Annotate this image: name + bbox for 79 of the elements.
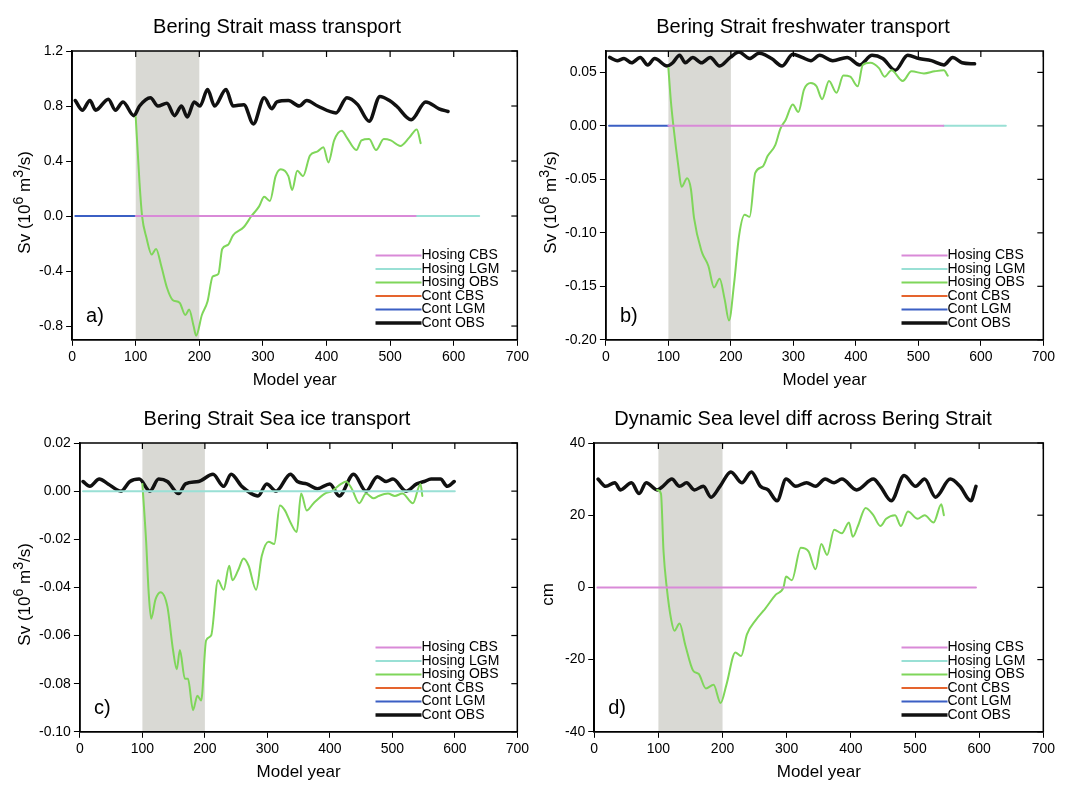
x-tick-label: 0	[76, 740, 85, 757]
x-tick-label: 600	[967, 740, 992, 757]
x-tick-label: 500	[380, 740, 405, 757]
x-tick-label: 300	[255, 740, 280, 757]
y-tick-label: 0.8	[43, 96, 64, 113]
line-series	[667, 61, 949, 322]
legend-label: Hosing CBS	[421, 638, 498, 655]
y-tick-label: 0.4	[43, 151, 64, 168]
y-tick-label: 0.00	[569, 116, 598, 133]
legend-label: Hosing CBS	[947, 246, 1024, 263]
x-axis-title: Model year	[776, 762, 862, 782]
x-tick-label: 100	[656, 348, 681, 365]
y-tick-label: -0.10	[38, 722, 72, 739]
chart-title: Bering Strait freshwater transport	[656, 14, 951, 37]
annotation: c)	[93, 695, 111, 718]
y-tick-label: -0.08	[38, 674, 72, 691]
y-tick-label: -0.04	[38, 578, 72, 595]
x-tick-label: 200	[710, 740, 735, 757]
y-tick-label: 0.05	[569, 63, 598, 80]
x-tick-label: 700	[505, 348, 530, 365]
x-axis-title: Model year	[782, 370, 867, 390]
x-tick-label: 700	[1031, 348, 1056, 365]
y-tick-label: -0.4	[39, 261, 64, 278]
annotation: d)	[608, 695, 627, 718]
y-tick-label: -40	[565, 722, 586, 739]
y-tick-label: 0.0	[43, 206, 64, 223]
x-tick-label: 200	[719, 348, 743, 365]
y-tick-label: 0.02	[43, 433, 72, 450]
x-tick-label: 300	[251, 348, 275, 365]
y-tick-label: -20	[565, 650, 586, 667]
annotation: a)	[86, 303, 104, 326]
y-tick-label: -0.05	[564, 170, 598, 187]
x-tick-label: 300	[781, 348, 806, 365]
y-tick-label: -0.8	[39, 316, 64, 333]
chart-title: Bering Strait mass transport	[153, 14, 402, 37]
x-tick-label: 400	[839, 740, 863, 757]
x-tick-label: 500	[903, 740, 927, 757]
y-tick-label: -0.02	[38, 530, 72, 547]
y-tick-label: -0.20	[564, 330, 598, 347]
legend-label: Hosing CBS	[947, 638, 1024, 655]
x-tick-label: 200	[193, 740, 217, 757]
x-tick-label: 400	[844, 348, 868, 365]
x-tick-label: 100	[124, 348, 148, 365]
y-tick-label: 1.2	[43, 41, 64, 58]
line-series	[81, 472, 456, 498]
x-tick-label: 500	[906, 348, 931, 365]
line-series	[607, 51, 977, 72]
x-tick-label: 700	[1031, 740, 1056, 757]
line-series	[596, 470, 978, 503]
chart-title: Bering Strait Sea ice transport	[143, 406, 411, 429]
x-tick-label: 0	[602, 348, 611, 365]
x-axis-title: Model year	[256, 762, 341, 782]
x-tick-label: 100	[130, 740, 155, 757]
y-tick-label: -0.06	[38, 626, 72, 643]
y-tick-label: 40	[569, 433, 586, 450]
x-tick-label: 400	[318, 740, 342, 757]
x-tick-label: 400	[314, 348, 339, 365]
line-series	[656, 488, 945, 704]
y-tick-label: 0	[577, 578, 586, 595]
x-tick-label: 500	[378, 348, 403, 365]
x-tick-label: 700	[505, 740, 530, 757]
y-tick-label: -0.10	[564, 223, 598, 240]
x-tick-label: 300	[775, 740, 799, 757]
x-tick-label: 600	[969, 348, 993, 365]
annotation: b)	[619, 303, 638, 326]
x-tick-label: 100	[646, 740, 671, 757]
line-series	[73, 87, 450, 126]
line-series	[141, 480, 424, 712]
x-tick-label: 200	[187, 348, 212, 365]
line-series	[134, 116, 422, 337]
x-axis-title: Model year	[252, 370, 338, 390]
x-tick-label: 600	[443, 740, 467, 757]
y-axis-title: cm	[538, 582, 558, 606]
y-tick-label: 20	[569, 506, 586, 523]
y-tick-label: -0.15	[564, 277, 598, 294]
legend-label: Hosing CBS	[421, 246, 498, 263]
chart-title: Dynamic Sea level diff across Bering Strait	[614, 406, 993, 429]
y-tick-label: 0.00	[43, 481, 72, 498]
x-tick-label: 600	[442, 348, 466, 365]
